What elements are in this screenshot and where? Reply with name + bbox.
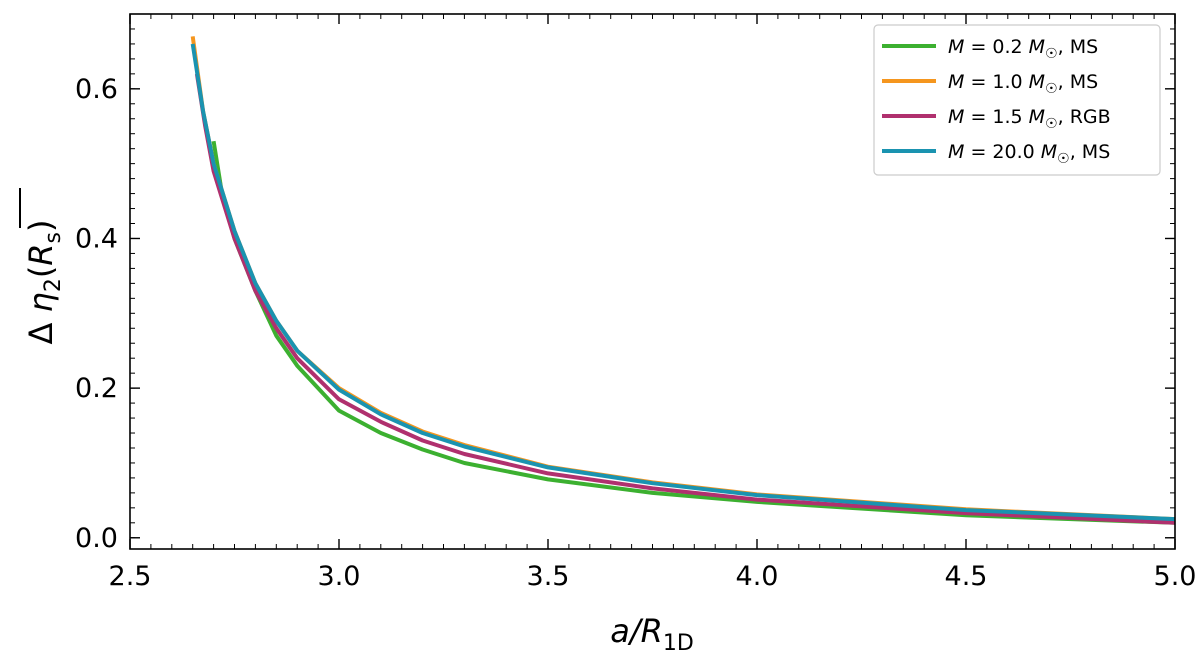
y-axis-label-open: ( xyxy=(22,266,60,278)
y-axis-label-delta: Δ xyxy=(22,312,60,344)
legend-label-value: = 1.0 xyxy=(964,71,1028,93)
y-tick-label: 0.6 xyxy=(75,74,118,105)
y-tick-label: 0.4 xyxy=(75,223,118,254)
x-axis-label: a/R1D xyxy=(610,612,694,650)
legend-label-unit: M xyxy=(1029,106,1045,128)
legend-label-value: = 0.2 xyxy=(964,36,1028,58)
legend-label-m: M xyxy=(948,36,964,58)
x-tick-label: 2.5 xyxy=(109,561,152,592)
legend-label: M = 20.0 M☉, MS xyxy=(948,141,1110,167)
legend-label-value: = 20.0 xyxy=(964,141,1040,163)
legend-label-sun: ☉ xyxy=(1045,81,1058,97)
legend: M = 0.2 M☉, MSM = 1.0 M☉, MSM = 1.5 M☉, … xyxy=(873,24,1161,176)
y-axis-label-eta: η xyxy=(22,292,60,312)
series-layer xyxy=(190,36,1176,525)
legend-label-m: M xyxy=(948,71,964,93)
x-axis-label-sub: 1D xyxy=(663,631,694,650)
legend-label: M = 0.2 M☉, MS xyxy=(948,36,1098,62)
legend-label-suffix: , MS xyxy=(1058,36,1099,58)
x-tick-label: 4.5 xyxy=(945,561,988,592)
legend-frame xyxy=(873,24,1161,176)
x-tick-label: 3.0 xyxy=(318,561,361,592)
x-axis-label-main: a/R xyxy=(610,612,663,650)
legend-label-sun: ☉ xyxy=(1057,151,1070,167)
legend-label-m: M xyxy=(948,106,964,128)
series-line-3 xyxy=(194,73,1176,525)
legend-label-unit: M xyxy=(1041,141,1057,163)
plot-frame xyxy=(129,13,1176,550)
series-line-4 xyxy=(190,43,1176,522)
y-axis-label-r: R xyxy=(22,243,60,265)
x-tick-label: 5.0 xyxy=(1154,561,1197,592)
y-axis-label: Δ η2(Rs) xyxy=(22,219,66,344)
legend-label-m: M xyxy=(948,141,964,163)
y-axis-label-r-sub: s xyxy=(41,232,66,243)
legend-label-suffix: , MS xyxy=(1058,71,1099,93)
legend-label-sun: ☉ xyxy=(1045,46,1058,62)
y-axis-label-group: Δ η2(Rs) xyxy=(19,188,66,345)
x-tick-label: 4.0 xyxy=(736,561,779,592)
legend-items: M = 0.2 M☉, MSM = 1.0 M☉, MSM = 1.5 M☉, … xyxy=(882,36,1111,167)
legend-label-unit: M xyxy=(1029,71,1045,93)
legend-label-value: = 1.5 xyxy=(964,106,1028,128)
tick-labels: 2.5 3.0 3.5 4.0 4.5 5.0 0.0 0.2 0.4 0.6 xyxy=(75,74,1196,592)
legend-label: M = 1.5 M☉, RGB xyxy=(948,106,1111,132)
legend-label-sun: ☉ xyxy=(1045,116,1058,132)
y-tick-label: 0.2 xyxy=(75,373,118,404)
legend-label-suffix: , MS xyxy=(1070,141,1111,163)
legend-label-unit: M xyxy=(1029,36,1045,58)
minor-ticks xyxy=(129,14,1176,549)
x-tick-label: 3.5 xyxy=(527,561,570,592)
y-axis-label-close: ) xyxy=(22,219,60,231)
legend-label: M = 1.0 M☉, MS xyxy=(948,71,1098,97)
y-axis-label-eta-sub: 2 xyxy=(41,278,66,292)
y-tick-label: 0.0 xyxy=(75,523,118,554)
legend-label-suffix: , RGB xyxy=(1058,106,1111,128)
